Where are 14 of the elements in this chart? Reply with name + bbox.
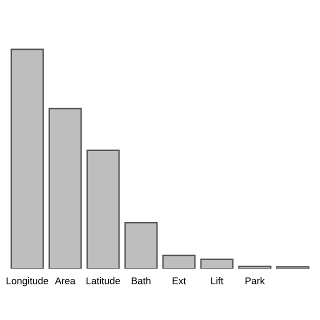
x-tick-label: Ext [172,277,186,284]
x-tick-label: Area [54,277,76,284]
bar [124,222,158,269]
x-tick-label: Park [246,277,265,284]
bar [86,150,120,269]
x-tick-label: Lift [211,277,224,284]
bar [48,108,82,269]
bar [162,254,196,269]
x-tick-label: Longitude [6,277,48,286]
x-tick-label: Bath [132,277,150,284]
bar [238,266,272,269]
bar [10,48,44,269]
bar [200,258,234,269]
x-tick-label: Latitude [86,277,120,284]
